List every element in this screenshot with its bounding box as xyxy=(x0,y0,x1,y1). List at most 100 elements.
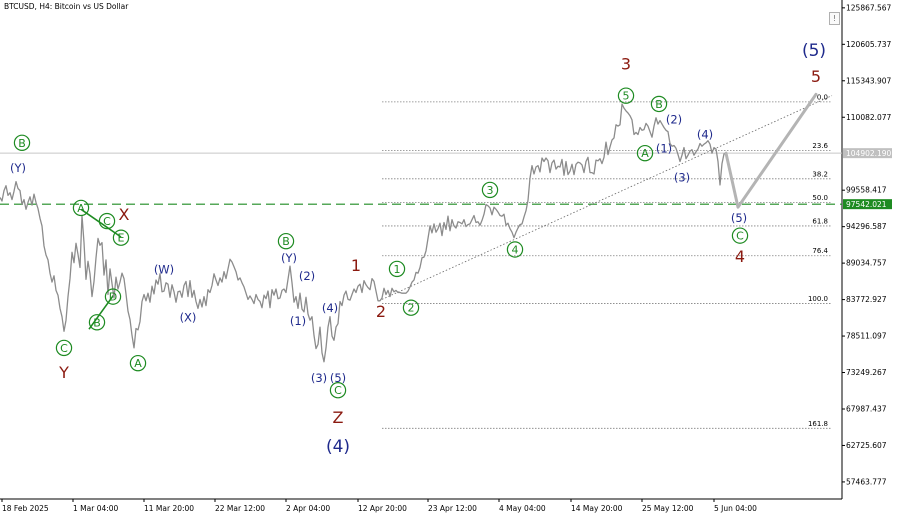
wave-label: A xyxy=(134,357,142,370)
wave-label: (4) xyxy=(322,301,338,315)
marked-level-tag xyxy=(843,199,892,210)
wave-label-circle xyxy=(481,181,499,199)
y-tick-label: 67987.437 xyxy=(846,404,887,413)
marked-level-label: 97542.021 xyxy=(846,200,887,209)
wave-label: (3) xyxy=(311,371,327,385)
wave-label: C xyxy=(103,215,111,228)
wave-label-circle xyxy=(277,232,295,250)
wave-label: (W) xyxy=(154,263,174,277)
wave-label-circle xyxy=(731,227,749,244)
y-tick-label: 94296.587 xyxy=(846,222,887,231)
wave-label: (Y) xyxy=(281,251,297,265)
wave-label: 1 xyxy=(394,263,401,276)
x-tick-label: 12 Apr 20:00 xyxy=(358,504,407,513)
y-tick-label: 89034.757 xyxy=(846,259,887,268)
y-tick-label: 125867.567 xyxy=(846,3,892,12)
wave-label: (4) xyxy=(326,437,350,457)
x-tick-label: 2 Apr 04:00 xyxy=(286,504,330,513)
wave-label: 5 xyxy=(811,67,821,86)
y-tick-label: 83772.927 xyxy=(846,295,887,304)
wave-label: (1) xyxy=(656,141,672,155)
wave-label: (Y) xyxy=(10,161,26,175)
wave-label: D xyxy=(109,291,117,304)
wave-label-circle xyxy=(402,299,420,316)
chart-symbol-title: BTCUSD, H4: Bitcoin vs US Dollar xyxy=(4,2,129,11)
wave-label: 2 xyxy=(376,302,386,321)
fib-level-label: 38.2 xyxy=(812,170,828,178)
wave-label: (2) xyxy=(666,112,682,126)
chart-shift-button[interactable]: ! xyxy=(829,12,840,25)
wave-label: Z xyxy=(333,408,344,427)
wave-label: C xyxy=(60,342,68,355)
wave-label: C xyxy=(334,384,342,397)
wave-label: E xyxy=(118,232,125,245)
x-tick-label: 22 Mar 12:00 xyxy=(215,504,265,513)
wave-label-circle xyxy=(129,354,147,372)
x-tick-label: 1 Mar 04:00 xyxy=(73,504,119,513)
y-tick-label: 120605.737 xyxy=(846,40,892,49)
wave-label: (X) xyxy=(180,311,197,325)
wave-label-circle xyxy=(72,199,90,217)
wave-label-circle xyxy=(329,381,347,399)
wave-label: (5) xyxy=(731,211,747,225)
y-tick-label: 99558.417 xyxy=(846,186,887,195)
wave-label-circle xyxy=(13,134,31,151)
wave-label-circle xyxy=(650,95,668,113)
wave-label: C xyxy=(736,230,744,243)
wave-label: (3) xyxy=(674,171,690,185)
fib-level-label: 100.0 xyxy=(808,295,828,303)
wave-label-circle xyxy=(636,144,654,162)
wave-label-circle xyxy=(506,241,524,258)
wave-label-circle xyxy=(98,212,116,230)
wave-label: (2) xyxy=(299,269,315,283)
y-tick-label: 57463.777 xyxy=(846,477,887,486)
current-price-label: 104902.190 xyxy=(846,149,892,158)
fib-level-label: 0.0 xyxy=(817,93,828,101)
wave-label: Y xyxy=(58,363,69,382)
x-tick-label: 25 May 12:00 xyxy=(642,504,694,513)
fib-level-label: 61.8 xyxy=(812,217,828,225)
wave-label-circle xyxy=(104,288,122,305)
price-series-line xyxy=(0,103,727,363)
x-tick-label: 11 Mar 20:00 xyxy=(144,504,194,513)
wave-label-circle xyxy=(112,229,130,246)
wave-label: (4) xyxy=(697,128,713,142)
wave-label: 3 xyxy=(487,184,494,197)
wave-label: 2 xyxy=(408,302,415,315)
fib-level-label: 23.6 xyxy=(812,142,828,150)
x-tick-label: 14 May 20:00 xyxy=(571,504,623,513)
y-tick-label: 78511.097 xyxy=(846,332,887,341)
wave-label-circle xyxy=(55,339,73,357)
x-tick-label: 4 May 04:00 xyxy=(499,504,546,513)
wave-line xyxy=(80,208,122,238)
wave-label: B xyxy=(282,235,290,248)
wave-label: B xyxy=(655,98,663,111)
wave-label: 4 xyxy=(512,244,519,257)
wave-label: B xyxy=(93,316,101,329)
wave-label: (5) xyxy=(330,371,346,385)
wave-label-circle xyxy=(617,87,635,104)
wave-label: 1 xyxy=(351,256,361,275)
wave-label: 4 xyxy=(735,247,745,266)
wave-label-circle xyxy=(388,260,406,278)
y-tick-label: 73249.267 xyxy=(846,368,887,377)
y-tick-label: 115343.907 xyxy=(846,76,892,85)
wave-label: B xyxy=(18,137,26,150)
y-tick-label: 62725.607 xyxy=(846,441,887,450)
wave-label: (5) xyxy=(802,41,826,61)
wave-line xyxy=(88,294,115,330)
y-tick-label: 110082.077 xyxy=(846,113,892,122)
wave-label: X xyxy=(119,205,130,224)
wave-label: A xyxy=(641,147,649,160)
trend-channel-line xyxy=(381,95,833,300)
wave-label-circle xyxy=(88,314,106,331)
forecast-path xyxy=(724,92,818,209)
fib-level-label: 161.8 xyxy=(808,420,828,428)
x-tick-label: 5 Jun 04:00 xyxy=(714,504,757,513)
fib-level-label: 50.0 xyxy=(812,194,828,202)
wave-label: (1) xyxy=(290,314,306,328)
x-tick-label: 23 Apr 12:00 xyxy=(428,504,477,513)
wave-label: 3 xyxy=(621,55,631,74)
